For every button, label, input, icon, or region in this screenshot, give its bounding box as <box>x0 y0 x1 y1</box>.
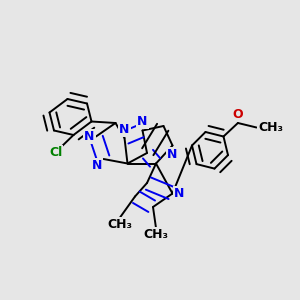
Text: CH₃: CH₃ <box>143 228 169 241</box>
Text: N: N <box>92 159 102 172</box>
Text: N: N <box>84 130 94 143</box>
Text: N: N <box>174 187 184 200</box>
Text: O: O <box>232 108 243 121</box>
Text: N: N <box>137 116 148 128</box>
Text: CH₃: CH₃ <box>258 121 283 134</box>
Text: CH₃: CH₃ <box>107 218 133 230</box>
Text: Cl: Cl <box>49 146 62 159</box>
Text: N: N <box>167 148 178 160</box>
Text: N: N <box>119 123 130 136</box>
